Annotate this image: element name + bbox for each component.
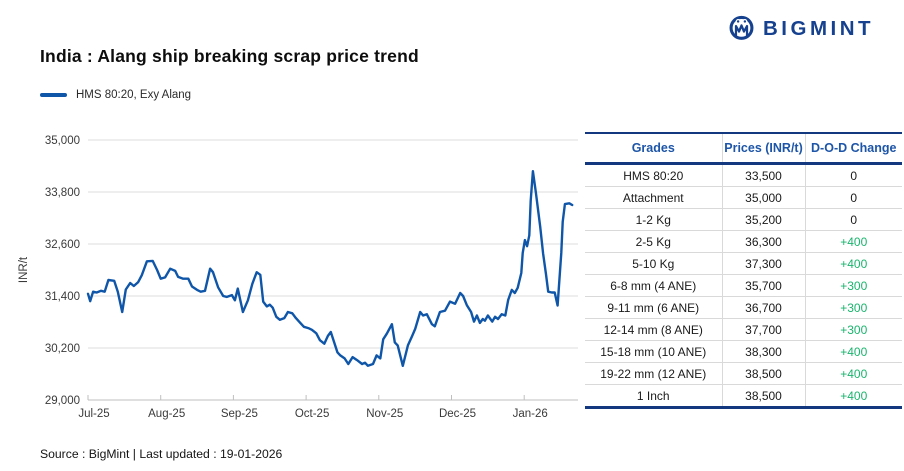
table-row: 5-10 Kg 37,300 +400	[585, 252, 902, 275]
grade-cell: 12-14 mm (8 ANE)	[585, 318, 722, 341]
price-table-body: HMS 80:20 33,500 0 Attachment 35,000 0 1-2 Kg 3…	[585, 163, 902, 408]
column-header: Grades	[585, 133, 722, 165]
x-axis-tick-label: Jan-26	[513, 408, 548, 420]
change-cell: +300	[805, 318, 902, 341]
grade-cell: 15-18 mm (10 ANE)	[585, 340, 722, 363]
column-header: Prices (INR/t)	[721, 133, 806, 165]
chart-legend: HMS 80:20, Exy Alang	[40, 89, 191, 101]
y-axis-tick-label: 33,800	[45, 187, 80, 199]
price-cell: 38,300	[721, 340, 806, 363]
y-axis-tick-label: 29,000	[45, 395, 80, 407]
price-cell: 36,300	[721, 230, 806, 253]
grade-cell: HMS 80:20	[623, 168, 684, 183]
grade-cell: 1 Inch	[585, 384, 722, 408]
grade-cell: 6-8 mm (4 ANE)	[585, 274, 722, 297]
price-cell: 38,500	[721, 384, 806, 408]
price-cell: 36,700	[721, 296, 806, 319]
change-cell: +300	[805, 274, 902, 297]
grade-cell: 1-2 Kg	[585, 208, 722, 231]
change-cell: +400	[805, 340, 902, 363]
page-title: India : Alang ship breaking scrap price …	[40, 46, 419, 66]
legend-line-swatch	[40, 93, 67, 97]
brand-logo: BIGMINT	[728, 14, 874, 43]
change-cell: 0	[805, 208, 902, 231]
table-row: Attachment 35,000 0	[585, 186, 902, 209]
grade-cell: 9-11 mm (6 ANE)	[585, 296, 722, 319]
brand-name: BIGMINT	[763, 16, 875, 40]
bigmint-logo-icon	[729, 15, 754, 40]
price-trend-chart: 35,000 33,800 32,600 31,400 30,200 29,000Jul-…	[18, 135, 578, 420]
x-axis-tick-label: Sep-25	[221, 408, 258, 420]
table-row: HMS 80:20 33,500 0	[585, 163, 902, 187]
x-axis-tick-label: Aug-25	[148, 408, 185, 420]
change-cell: +400	[805, 230, 902, 253]
table-row: 2-5 Kg 36,300 +400	[585, 230, 902, 253]
grade-cell: 5-10 Kg	[585, 252, 722, 275]
price-cell: 38,500	[721, 362, 806, 385]
table-row: 9-11 mm (6 ANE) 36,700 +300	[585, 296, 902, 319]
change-cell: 0	[850, 168, 858, 183]
grade-cell: 19-22 mm (12 ANE)	[585, 362, 722, 385]
table-row: 12-14 mm (8 ANE) 37,700 +300	[585, 318, 902, 341]
price-table: Grades Prices (INR/t) D-O-D Change HMS 80:…	[585, 132, 902, 409]
source-note: Source : BigMint | Last updated : 19-01-…	[40, 447, 283, 461]
table-row: 6-8 mm (4 ANE) 35,700 +300	[585, 274, 902, 297]
price-cell: 35,200	[721, 208, 806, 231]
y-axis-tick-label: 31,400	[45, 291, 80, 303]
column-header: D-O-D Change	[805, 133, 902, 165]
x-axis-tick-label: Oct-25	[295, 408, 330, 420]
y-axis-tick-label: 30,200	[45, 343, 80, 355]
legend-label: HMS 80:20, Exy Alang	[76, 89, 192, 101]
change-cell: +300	[805, 296, 902, 319]
change-cell: +400	[805, 362, 902, 385]
price-cell: 33,500	[721, 163, 806, 187]
table-row: 1 Inch 38,500 +400	[585, 384, 902, 408]
change-cell: +400	[805, 252, 902, 275]
grade-cell: Attachment	[585, 186, 722, 209]
table-row: 1-2 Kg 35,200 0	[585, 208, 902, 231]
y-axis-title: INR/t	[18, 256, 30, 283]
change-cell: +400	[805, 384, 902, 408]
table-row: 15-18 mm (10 ANE) 38,300 +400	[585, 340, 902, 363]
x-axis-tick-label: Dec-25	[439, 408, 476, 420]
price-trend-line	[86, 169, 574, 367]
price-cell: 37,300	[721, 252, 806, 275]
y-axis-tick-label: 35,000	[45, 135, 80, 147]
price-cell: 37,700	[721, 318, 806, 341]
table-row: 19-22 mm (12 ANE) 38,500 +400	[585, 362, 902, 385]
price-cell: 35,000	[721, 186, 806, 209]
price-cell: 35,700	[721, 274, 806, 297]
grade-cell: 2-5 Kg	[585, 230, 722, 253]
x-axis-tick-label: Jul-25	[78, 408, 109, 420]
y-axis-tick-label: 32,600	[45, 239, 80, 251]
x-axis-tick-label: Nov-25	[366, 408, 403, 420]
price-table-header: Grades Prices (INR/t) D-O-D Change	[585, 133, 902, 165]
change-cell: 0	[805, 186, 902, 209]
